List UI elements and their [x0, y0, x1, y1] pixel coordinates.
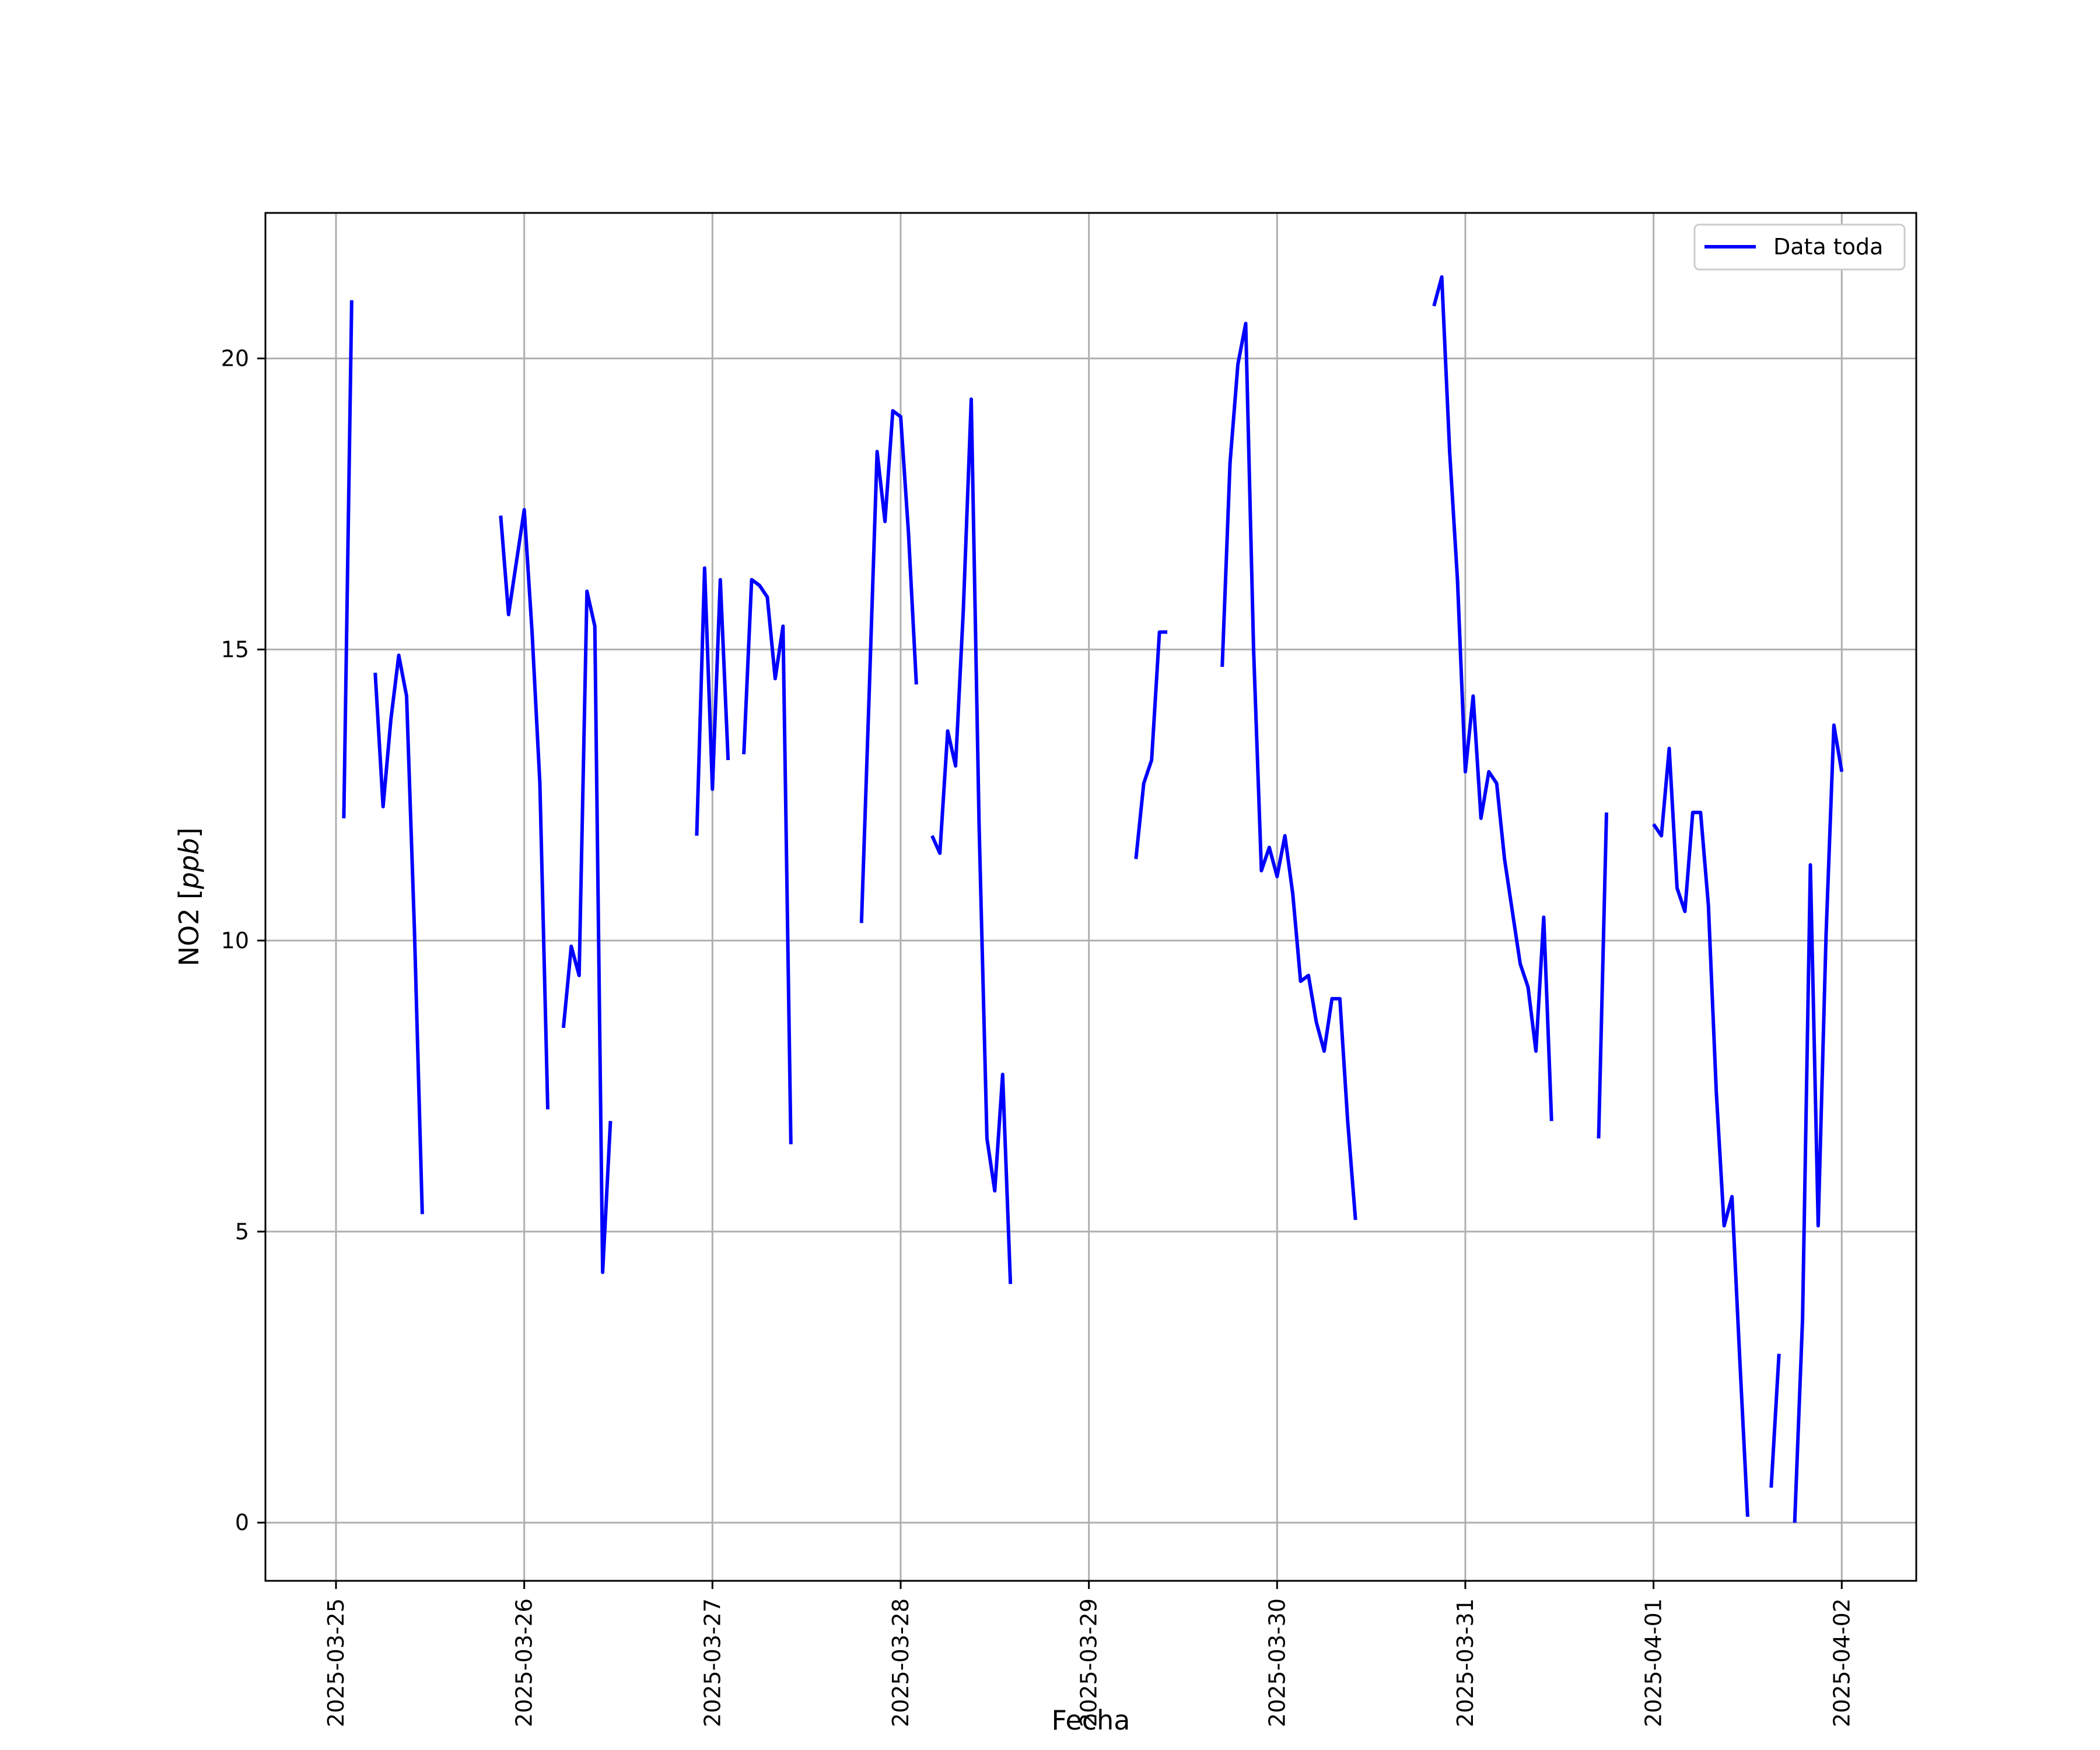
series-line-segment	[1793, 723, 1844, 1523]
x-tick-label: 2025-04-01	[1641, 1598, 1667, 1727]
series-line-segment	[930, 397, 1013, 1284]
series-line-segment	[499, 508, 550, 1110]
legend-box	[1693, 223, 1906, 271]
series-line-segment	[1652, 747, 1749, 1517]
y-axis-label-main: NO2 [	[173, 889, 205, 966]
x-tick-label: 2025-04-02	[1829, 1598, 1854, 1727]
series-line-segment	[561, 589, 612, 1275]
series-line-segment	[695, 566, 730, 836]
axis-ticks: 2025-03-25 2025-03-26 2025-03-27 2025-03-28…	[221, 345, 1855, 1727]
legend: Data toda	[1693, 223, 1906, 271]
x-tick-label: 2025-03-31	[1452, 1598, 1478, 1727]
grid	[265, 213, 1916, 1581]
x-tick-label: 2025-03-28	[888, 1598, 914, 1727]
legend-label: Data toda	[1773, 234, 1883, 260]
plot-frame	[264, 212, 1917, 1582]
x-tick-label: 2025-03-29	[1076, 1598, 1102, 1727]
series-data-toda	[342, 275, 1844, 1523]
y-axis-label: NO2 [ppb]	[173, 827, 205, 966]
series-line-segment	[859, 409, 918, 923]
series-line-segment	[742, 578, 793, 1144]
y-tick-label: 15	[221, 636, 249, 662]
x-tick-label: 2025-03-30	[1264, 1598, 1290, 1727]
series-line-segment	[1597, 812, 1608, 1139]
y-tick-label: 10	[221, 928, 249, 953]
series-line-segment	[1134, 630, 1168, 859]
y-axis-label-unit: ppb	[173, 838, 205, 890]
y-axis-label-end: ]	[173, 827, 205, 838]
series-line-segment	[342, 300, 354, 818]
y-tick-label: 20	[221, 345, 249, 371]
x-tick-label: 2025-03-26	[512, 1598, 537, 1727]
series-line-segment	[1432, 275, 1553, 1121]
x-axis-label: Fecha	[1052, 1704, 1130, 1736]
series-line-segment	[373, 653, 424, 1214]
series-line-segment	[1769, 1353, 1781, 1488]
y-tick-label: 0	[235, 1510, 249, 1535]
series-line-segment	[1220, 321, 1357, 1220]
y-tick-label: 5	[235, 1219, 249, 1244]
x-tick-label: 2025-03-27	[699, 1598, 725, 1727]
x-tick-label: 2025-03-25	[323, 1598, 349, 1727]
